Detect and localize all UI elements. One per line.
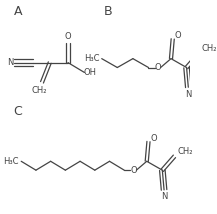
Text: O: O [155, 63, 161, 72]
Text: A: A [13, 5, 22, 18]
Text: C: C [13, 106, 22, 118]
Text: N: N [185, 90, 191, 99]
Text: H₃C: H₃C [84, 54, 99, 63]
Text: OH: OH [84, 68, 97, 77]
Text: N: N [161, 192, 167, 201]
Text: CH₂: CH₂ [32, 86, 47, 95]
Text: B: B [104, 5, 112, 18]
Text: CH₂: CH₂ [177, 147, 192, 156]
Text: N: N [7, 58, 13, 67]
Text: CH₂: CH₂ [201, 44, 217, 53]
Text: O: O [130, 166, 137, 175]
Text: O: O [65, 33, 71, 42]
Text: O: O [150, 134, 157, 143]
Text: O: O [175, 31, 181, 40]
Text: H₃C: H₃C [3, 157, 19, 166]
